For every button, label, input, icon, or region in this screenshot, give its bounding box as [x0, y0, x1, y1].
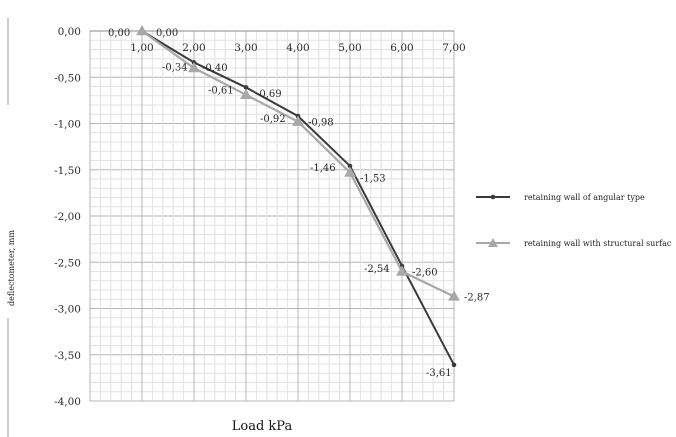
legend-marker — [490, 194, 496, 200]
data-label: -0,98 — [308, 118, 334, 129]
y-tick-label: 0,00 — [58, 26, 81, 38]
data-label: -0,92 — [260, 114, 286, 125]
x-tick-label: 1,00 — [130, 42, 153, 54]
data-label: -2,87 — [464, 292, 490, 303]
data-label: -0,34 — [162, 62, 188, 73]
data-label: -0,69 — [256, 89, 282, 100]
x-tick-label: 7,00 — [442, 42, 465, 54]
x-tick-label: 6,00 — [390, 42, 413, 54]
data-point — [243, 85, 249, 90]
legend-marker-triangle — [488, 238, 498, 247]
x-tick-label: 4,00 — [286, 42, 309, 54]
data-point-triangle — [448, 290, 460, 301]
legend-label: retaining wall of angular type — [524, 193, 645, 202]
y-tick-label: -3,00 — [54, 304, 81, 316]
y-tick-label: -0,50 — [54, 72, 81, 84]
data-point-triangle — [188, 62, 200, 73]
data-label: -1,53 — [360, 174, 386, 185]
y-tick-label: -4,00 — [54, 396, 81, 408]
data-labels: 0,00 -0,34 -0,61 -0,92 -1,46 -2,54 -3,61 0,00 -0… — [108, 28, 490, 379]
data-label: -0,40 — [202, 63, 228, 74]
legend-label: retaining wall with structural surfac — [524, 239, 672, 248]
y-axis-title: deflectometer, mm — [7, 230, 16, 306]
data-label: 0,00 — [156, 28, 178, 39]
series-layer — [136, 25, 460, 368]
data-point-triangle — [396, 265, 408, 276]
data-point — [451, 362, 457, 368]
y-tick-label: -1,00 — [54, 119, 81, 131]
data-point — [347, 163, 353, 169]
grid — [7, 18, 455, 437]
data-point-triangle — [292, 115, 304, 126]
data-point-triangle — [136, 25, 148, 36]
y-tick-label: -3,50 — [54, 350, 81, 362]
y-tick-label: -2,50 — [54, 257, 81, 269]
x-tick-label: 3,00 — [234, 42, 257, 54]
data-label: -2,60 — [412, 268, 438, 279]
ticks: 0,00 -0,50 -1,00 -1,50 -2,00 -2,50 -3,00 -3,50 -… — [54, 26, 466, 408]
x-tick-label: 5,00 — [338, 42, 361, 54]
y-tick-label: -2,00 — [54, 211, 81, 223]
data-point-triangle — [344, 166, 356, 177]
legend: retaining wall of angular type retaining … — [476, 193, 672, 248]
data-label: 0,00 — [108, 28, 130, 39]
x-tick-label: 2,00 — [182, 42, 205, 54]
data-label: -0,61 — [208, 85, 234, 96]
y-tick-label: -1,50 — [54, 165, 81, 177]
data-label: -2,54 — [364, 264, 390, 275]
data-label: -3,61 — [426, 368, 452, 379]
data-point-triangle — [240, 88, 252, 100]
data-label: -1,46 — [310, 163, 336, 174]
x-axis-title: Load kPa — [232, 419, 293, 434]
